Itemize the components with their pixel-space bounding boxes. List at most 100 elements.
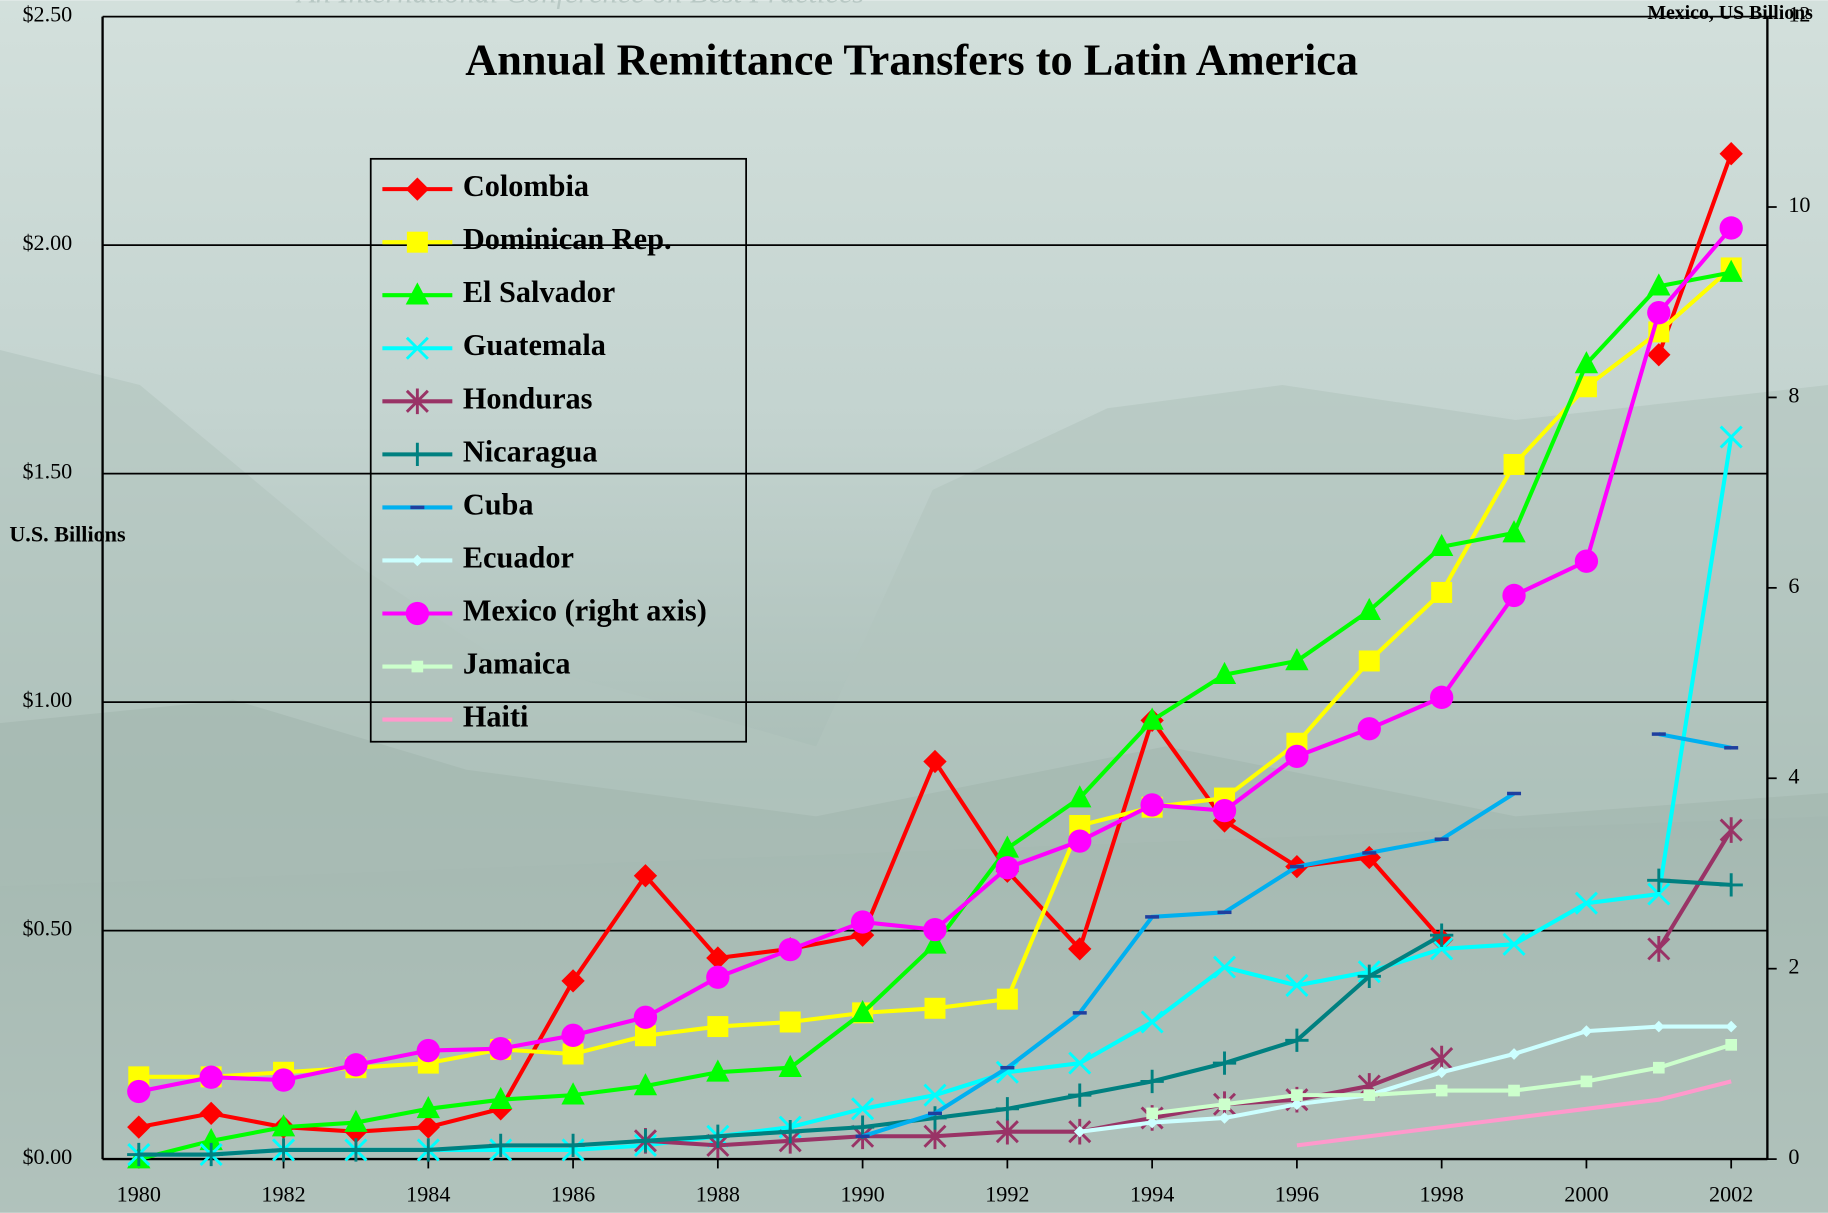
marker — [1140, 1010, 1164, 1034]
marker — [1435, 1066, 1448, 1079]
y2-tick-label: 6 — [1788, 573, 1799, 598]
marker — [706, 965, 730, 989]
marker — [1435, 1084, 1448, 1097]
legend-label: Jamaica — [463, 646, 571, 680]
y2-tick-label: 8 — [1788, 383, 1799, 408]
x-tick-label: 1980 — [117, 1181, 161, 1206]
marker — [1430, 937, 1454, 961]
marker — [995, 1118, 1019, 1145]
series-line — [1079, 1024, 1732, 1134]
x-tick-label: 1994 — [1130, 1181, 1174, 1206]
marker — [778, 1054, 802, 1078]
marker — [1363, 1089, 1376, 1101]
marker — [1719, 142, 1743, 166]
marker — [1725, 1039, 1738, 1051]
marker — [633, 1005, 658, 1029]
marker — [1647, 343, 1671, 367]
marker — [1073, 1125, 1086, 1138]
x-tick-label: 1990 — [840, 1181, 884, 1206]
legend-label: Haiti — [463, 700, 529, 734]
marker — [489, 1036, 513, 1061]
x-tick-label: 2000 — [1564, 1181, 1608, 1206]
marker — [924, 997, 946, 1019]
marker — [1430, 685, 1454, 709]
marker — [199, 1101, 223, 1126]
marker — [1430, 923, 1454, 947]
marker — [995, 1060, 1019, 1084]
marker — [271, 1114, 296, 1137]
marker — [1574, 891, 1598, 915]
marker — [1212, 955, 1237, 979]
marker — [1140, 793, 1164, 817]
marker — [127, 1142, 151, 1167]
marker — [995, 835, 1020, 858]
banner: An International Conference on Best Prac… — [295, 0, 864, 10]
marker — [1725, 1020, 1738, 1033]
legend-label: Honduras — [463, 381, 593, 415]
marker — [1285, 648, 1309, 671]
marker — [1285, 1028, 1309, 1052]
marker — [489, 1086, 513, 1110]
marker — [405, 282, 430, 305]
y-tick-label: $2.50 — [22, 2, 72, 27]
legend-label: Dominican Rep. — [463, 222, 672, 256]
marker — [1647, 273, 1671, 296]
legend-label: Cuba — [463, 487, 534, 521]
marker — [706, 1059, 730, 1082]
chart-title: Annual Remittance Transfers to Latin Ame… — [465, 36, 1358, 85]
marker — [1357, 717, 1381, 741]
marker — [1285, 744, 1309, 769]
marker — [1652, 1020, 1665, 1033]
y2-tick-label: 12 — [1788, 2, 1810, 27]
marker — [1508, 1048, 1520, 1060]
marker — [1146, 1107, 1158, 1120]
marker — [1068, 937, 1092, 961]
marker — [1212, 798, 1237, 823]
y2-tick-label: 2 — [1788, 954, 1799, 979]
marker — [1503, 453, 1525, 475]
y-tick-label: $0.00 — [22, 1144, 72, 1169]
x-tick-label: 1996 — [1275, 1181, 1319, 1206]
marker — [416, 1038, 440, 1063]
legend-label: Nicaragua — [463, 434, 598, 468]
x-tick-label: 2002 — [1709, 1181, 1753, 1206]
marker — [1502, 932, 1526, 956]
marker — [416, 1115, 440, 1139]
marker — [1580, 1075, 1593, 1088]
marker — [405, 601, 430, 626]
marker — [706, 946, 730, 970]
marker — [1218, 1112, 1231, 1124]
marker — [1652, 1061, 1665, 1074]
series-line — [861, 732, 1732, 1139]
marker — [850, 910, 875, 934]
marker — [1502, 520, 1526, 543]
y-tick-label: $2.00 — [22, 230, 72, 255]
marker — [271, 1068, 296, 1092]
legend-label: Ecuador — [463, 540, 574, 574]
marker — [1357, 964, 1381, 988]
marker — [850, 1000, 875, 1023]
x-tick-label: 1982 — [261, 1181, 305, 1206]
marker — [1575, 376, 1597, 398]
marker — [634, 1025, 656, 1047]
marker — [1719, 817, 1743, 843]
marker — [1291, 1098, 1303, 1111]
marker — [851, 1097, 875, 1121]
marker — [1502, 583, 1526, 608]
marker — [923, 1083, 947, 1107]
x-tick-label: 1986 — [551, 1181, 595, 1206]
plot-area: $0.00 $0.50 $1.00 $1.50 $2.00 $2.50 0 2 4 6 8 10 12 1… — [22, 2, 1810, 1207]
legend-label: Mexico (right axis) — [463, 593, 707, 627]
legend-label: Colombia — [463, 169, 589, 203]
marker — [923, 931, 947, 954]
legend: Colombia Dominican Rep. El Salvador Guatema… — [369, 157, 747, 743]
marker — [1647, 936, 1671, 962]
marker — [1068, 785, 1092, 808]
marker — [411, 660, 424, 673]
x-tick-label: 1988 — [696, 1181, 740, 1206]
legend-label: El Salvador — [463, 275, 615, 309]
marker — [1647, 882, 1671, 906]
marker — [1647, 868, 1671, 892]
marker — [633, 1129, 658, 1153]
